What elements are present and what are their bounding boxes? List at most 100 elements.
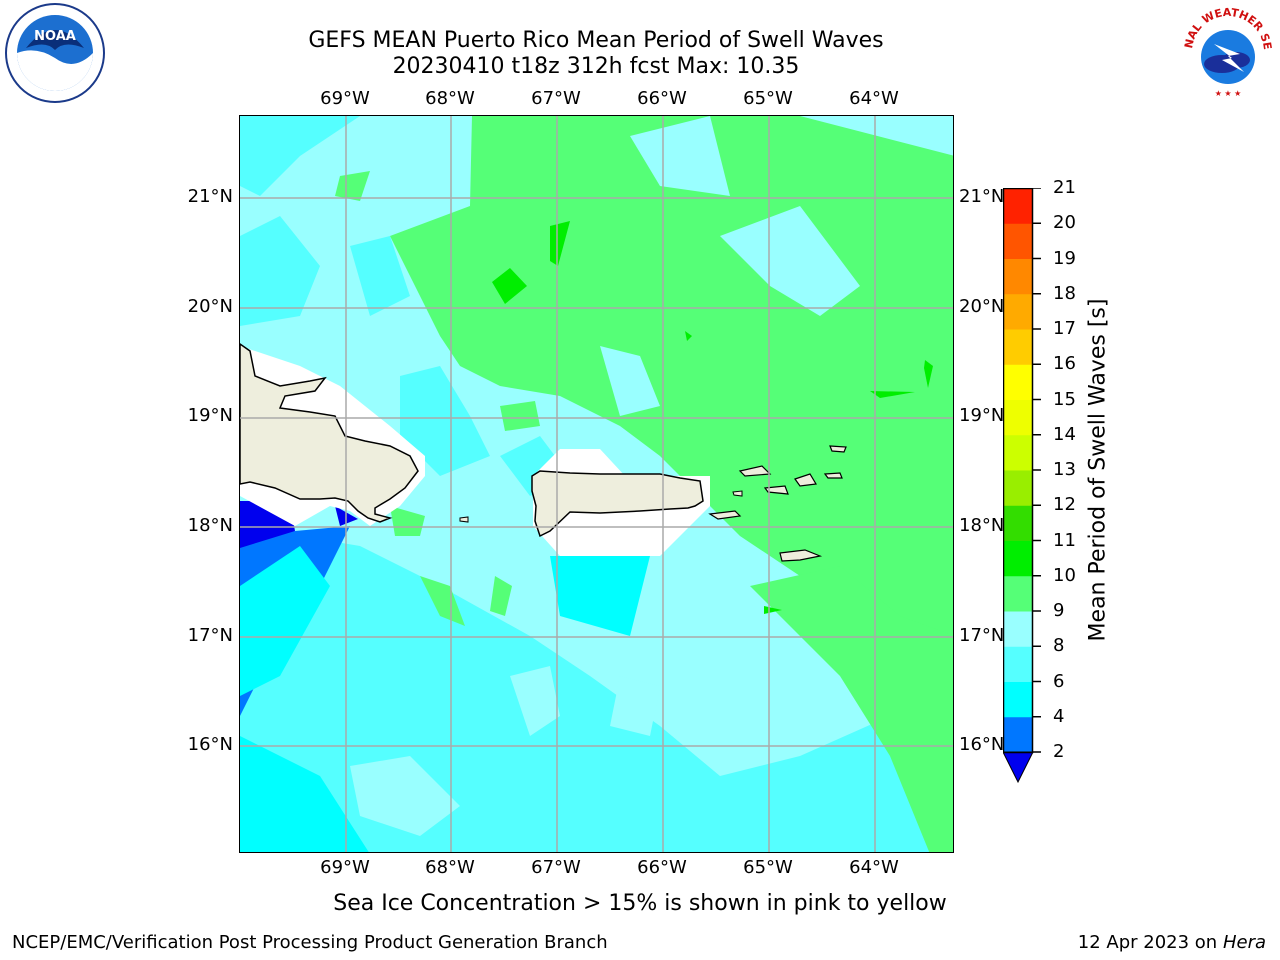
date-value: 12 Apr 2023 on	[1077, 932, 1218, 953]
date-text: 12 Apr 2023 on Hera	[1078, 932, 1266, 953]
field-6-8	[240, 736, 369, 852]
field-9-10	[335, 171, 370, 201]
lon-tick-bottom: 67°W	[531, 857, 581, 878]
field-9-10	[390, 506, 425, 536]
colorbar-band	[1003, 293, 1033, 330]
lat-tick-right: 17°N	[959, 625, 1005, 646]
colorbar	[1003, 188, 1041, 784]
lat-tick-right: 21°N	[959, 186, 1005, 207]
field-8-9	[510, 666, 560, 736]
colorbar-tick-label: 16	[1053, 353, 1076, 375]
colorbar-band	[1003, 399, 1033, 436]
field-10-11	[492, 268, 527, 304]
colorbar-band	[1003, 681, 1033, 718]
machine-name: Hera	[1222, 932, 1266, 953]
field-6-8	[240, 116, 360, 196]
lon-tick-top: 65°W	[743, 88, 793, 109]
lat-tick-left: 18°N	[187, 515, 233, 536]
field-10-11	[870, 391, 915, 398]
noaa-logo: NOAA	[5, 3, 105, 103]
colorbar-tick-label: 10	[1053, 564, 1076, 586]
virgin-islands	[823, 472, 843, 479]
colorbar-tick-label: 12	[1053, 494, 1076, 516]
colorbar-band	[1003, 646, 1033, 682]
colorbar-band	[1003, 364, 1033, 400]
virgin-islands	[738, 465, 772, 477]
lat-tick-right: 16°N	[959, 734, 1005, 755]
colorbar-tick-label: 19	[1053, 247, 1076, 269]
colorbar-band	[1003, 611, 1033, 647]
chart-title: GEFS MEAN Puerto Rico Mean Period of Swe…	[308, 28, 884, 53]
colorbar-band	[1003, 470, 1033, 506]
mona-island	[459, 516, 469, 523]
map-panel[interactable]	[239, 115, 954, 853]
field-8-9	[630, 116, 730, 196]
lon-tick-bottom: 66°W	[637, 857, 687, 878]
virgin-islands	[829, 445, 847, 453]
lat-tick-left: 21°N	[187, 186, 233, 207]
credit-text: NCEP/EMC/Verification Post Processing Pr…	[12, 932, 608, 953]
colorbar-tick-label: 4	[1053, 705, 1065, 727]
graticule	[240, 116, 953, 852]
lat-tick-right: 20°N	[959, 296, 1005, 317]
puerto-rico-land	[531, 470, 704, 538]
lat-tick-right: 18°N	[959, 515, 1005, 536]
field-9-10	[490, 576, 512, 616]
field-9-10	[500, 401, 540, 431]
colorbar-band	[1003, 258, 1033, 295]
field-6-8	[350, 236, 410, 316]
colorbar-tick-label: 11	[1053, 529, 1076, 551]
lat-tick-left: 19°N	[187, 405, 233, 426]
swell-period-field	[240, 116, 953, 852]
field-6-8	[550, 556, 650, 636]
colorbar-extend-arrow	[1003, 751, 1034, 784]
field-6-8	[240, 216, 320, 326]
lon-tick-bottom: 69°W	[320, 857, 370, 878]
sea-ice-footnote: Sea Ice Concentration > 15% is shown in …	[333, 891, 947, 916]
virgin-islands	[794, 473, 817, 487]
colorbar-tick-label: 17	[1053, 318, 1076, 339]
field-8-9	[350, 756, 460, 836]
colorbar-band	[1003, 575, 1033, 612]
field-8-9	[600, 346, 660, 416]
colorbar-band	[1003, 223, 1033, 259]
hispaniola-land	[240, 343, 419, 523]
svg-text:★ ★ ★: ★ ★ ★	[1215, 89, 1242, 98]
colorbar-band	[1003, 716, 1033, 753]
st-croix-island	[779, 549, 823, 562]
colorbar-tick-label: 6	[1053, 670, 1065, 692]
colorbar-tick-label: 2	[1053, 741, 1065, 762]
colorbar-bands	[1003, 188, 1033, 753]
colorbar-band	[1003, 505, 1033, 541]
lon-tick-top: 68°W	[425, 88, 475, 109]
lat-tick-right: 19°N	[959, 405, 1005, 426]
colorbar-tick-label: 15	[1053, 388, 1076, 410]
colorbar-tick-label: 14	[1053, 423, 1076, 445]
nws-logo: NATIONAL WEATHER SERVICE ★ ★ ★	[1178, 2, 1275, 99]
chart-subtitle: 20230410 t18z 312h fcst Max: 10.35	[392, 54, 800, 79]
colorbar-title: Mean Period of Swell Waves [s]	[1085, 298, 1111, 642]
field-10-11	[685, 331, 692, 341]
lon-tick-top: 69°W	[320, 88, 370, 109]
lat-tick-left: 20°N	[187, 296, 233, 317]
colorbar-band	[1003, 540, 1033, 577]
colorbar-band	[1003, 434, 1033, 471]
colorbar-tick-label: 13	[1053, 459, 1076, 480]
field-10-11	[550, 221, 570, 266]
colorbar-tick-label: 9	[1053, 600, 1065, 621]
field-8-9	[610, 676, 660, 736]
lon-tick-top: 64°W	[849, 88, 899, 109]
colorbar-tick-label: 20	[1053, 212, 1076, 234]
colorbar-band	[1003, 188, 1033, 224]
vieques-island	[708, 510, 742, 520]
svg-text:NOAA: NOAA	[34, 29, 76, 44]
lon-tick-bottom: 65°W	[743, 857, 793, 878]
colorbar-tick-label: 21	[1053, 177, 1076, 198]
field-6-8	[400, 366, 490, 476]
field-8-9	[720, 206, 860, 316]
colorbar-tick-label: 18	[1053, 282, 1076, 304]
virgin-islands	[732, 490, 743, 497]
field-6-8	[240, 546, 330, 696]
lat-tick-left: 17°N	[187, 625, 233, 646]
field-10-11	[924, 360, 933, 388]
